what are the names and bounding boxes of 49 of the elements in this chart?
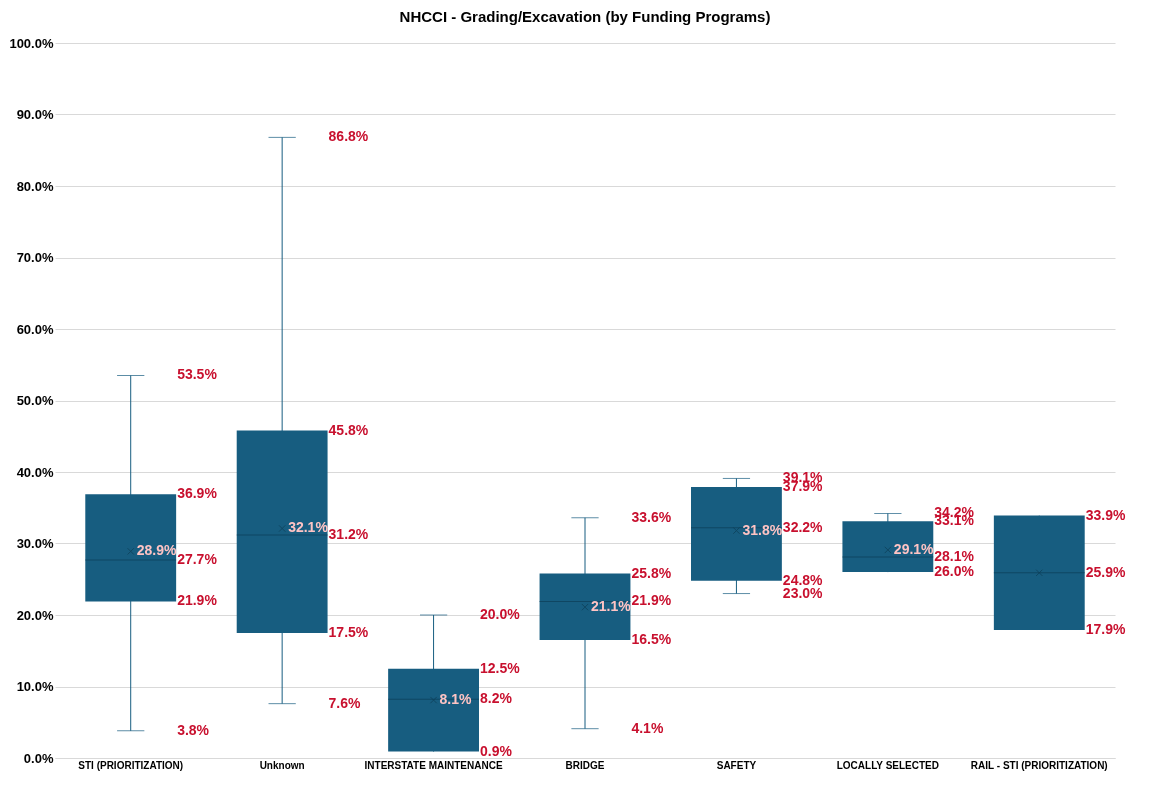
annotation: 16.5% <box>631 631 672 648</box>
x-tick-label: RAIL - STI (PRIORITIZATION) <box>970 759 1108 771</box>
annotation: 31.8% <box>742 521 783 538</box>
y-tick-label: 60.0% <box>16 321 54 337</box>
annotation: 17.9% <box>1085 621 1126 638</box>
annotation: 33.9% <box>1085 506 1126 523</box>
x-tick-label: LOCALLY SELECTED <box>836 759 939 771</box>
chart-title: NHCCI - Grading/Excavation (by Funding Programs) <box>399 8 771 25</box>
annotation: 25.9% <box>1085 563 1126 580</box>
annotation: 0.9% <box>480 742 513 759</box>
annotation: 45.8% <box>328 421 369 438</box>
annotation: 28.1% <box>934 548 975 565</box>
annotation: 32.1% <box>288 519 329 536</box>
annotation: 26.0% <box>934 563 975 580</box>
annotation: 29.1% <box>893 540 935 557</box>
x-tick-label: STI (PRIORITIZATION) <box>78 759 184 771</box>
y-tick-label: 20.0% <box>16 607 54 623</box>
y-tick-label: 0.0% <box>23 750 54 766</box>
y-tick-label: 10.0% <box>16 679 54 694</box>
y-tick-label: 90.0% <box>16 107 54 122</box>
annotation: 86.8% <box>328 128 369 145</box>
annotation: 31.2% <box>328 525 369 542</box>
y-tick-label: 50.0% <box>16 393 54 408</box>
x-tick-label: BRIDGE <box>565 759 605 771</box>
annotation: 33.6% <box>631 508 672 525</box>
y-tick-label: 30.0% <box>16 536 54 551</box>
x-tick-label: SAFETY <box>716 759 757 771</box>
x-tick-label: Unknown <box>259 759 305 771</box>
y-tick-label: 80.0% <box>16 178 54 194</box>
annotation: 32.2% <box>782 518 824 535</box>
x-tick-label: INTERSTATE MAINTENANCE <box>364 759 503 771</box>
annotation: 36.9% <box>177 485 218 502</box>
annotation: 21.9% <box>631 592 672 609</box>
annotation: 21.9% <box>177 592 218 609</box>
annotation: 12.5% <box>480 659 521 676</box>
annotation: 27.7% <box>177 550 218 567</box>
annotation: 28.9% <box>136 542 177 559</box>
y-tick-label: 40.0% <box>16 464 54 480</box>
annotation: 8.1% <box>439 691 473 708</box>
annotation: 8.2% <box>480 690 513 707</box>
annotation: 7.6% <box>328 694 362 711</box>
annotation: 3.8% <box>177 721 210 738</box>
annotation: 17.5% <box>328 623 369 640</box>
annotation: 53.5% <box>177 366 218 383</box>
annotation: 4.1% <box>631 719 664 736</box>
annotation: 20.0% <box>480 606 521 622</box>
y-tick-label: 70.0% <box>16 250 54 265</box>
y-tick-label: 100.0% <box>9 35 54 51</box>
annotation: 25.8% <box>631 564 672 581</box>
